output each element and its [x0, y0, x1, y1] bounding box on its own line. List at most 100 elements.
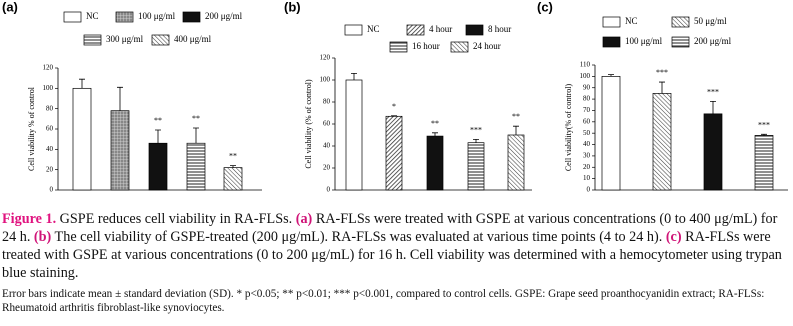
y-tick-label: 60 [46, 125, 54, 133]
panel-label: (a) [2, 0, 18, 15]
caption-panel-ref: (a) [295, 211, 313, 227]
caption-text: RA-FLSs were treated with GSPE at variou… [2, 211, 778, 245]
caption-panel-ref: (c) [665, 229, 682, 245]
figure-notes: Error bars indicate mean ± standard devi… [2, 288, 765, 314]
legend-label: 300 μg/ml [106, 34, 144, 44]
y-axis-label: Cell viability(% of control) [564, 84, 573, 172]
legend-swatch [344, 24, 363, 36]
legend-label: 400 μg/ml [174, 34, 212, 44]
bar [72, 87, 92, 191]
legend-swatch [83, 34, 102, 46]
significance-marker: *** [758, 120, 770, 129]
error-bar [391, 115, 397, 117]
legend-swatch [602, 16, 621, 28]
y-tick-label: 40 [46, 145, 54, 153]
y-tick-label: 110 [580, 61, 591, 69]
significance-marker: *** [656, 68, 668, 77]
y-tick-label: 50 [583, 129, 591, 137]
y-tick-label: 0 [327, 186, 331, 194]
error-bar [230, 165, 236, 168]
figure-caption: Figure 1. GSPE reduces cell viability in… [2, 210, 790, 282]
significance-marker: *** [707, 87, 719, 96]
bar [754, 135, 774, 191]
legend-swatch [450, 41, 469, 53]
caption-text: RA-FLSs were treated with GSPE at variou… [2, 229, 782, 281]
y-tick-label: 10 [583, 174, 591, 182]
legend-swatch [671, 36, 690, 48]
error-bar [659, 81, 665, 94]
y-axis-label: Cell viability (% of control) [304, 79, 313, 169]
y-tick-label: 90 [583, 83, 591, 91]
legend-swatch [602, 36, 621, 48]
y-tick-label: 120 [320, 54, 331, 62]
y-tick-label: 0 [587, 186, 591, 194]
error-bar [155, 129, 161, 144]
legend-label: 100 μg/ml [625, 36, 663, 46]
figure-panels: (a) Cell viability % of control 0 20 40 60 80 1… [2, 0, 788, 194]
error-bar [761, 133, 767, 136]
y-tick-label: 80 [323, 98, 331, 106]
error-bar [608, 74, 614, 77]
y-tick-label: 30 [583, 152, 591, 160]
error-bar [117, 86, 123, 111]
caption-panel-ref: (b) [33, 229, 52, 245]
bar [223, 167, 243, 191]
y-tick-label: 40 [323, 142, 331, 150]
bar [652, 93, 672, 191]
legend-label: 4 hour [429, 24, 452, 34]
bar [186, 142, 206, 191]
legend-label: 24 hour [473, 41, 501, 51]
significance-marker: ** [512, 112, 520, 121]
bar [385, 115, 403, 191]
y-tick-label: 120 [43, 64, 54, 72]
significance-marker: ** [431, 119, 439, 128]
legend-swatch [115, 11, 134, 23]
significance-marker: ** [154, 116, 162, 125]
bar [110, 110, 130, 191]
y-tick-label: 60 [323, 120, 331, 128]
significance-marker: * [392, 102, 396, 111]
y-tick-label: 100 [580, 72, 591, 80]
error-bar [432, 132, 438, 137]
legend-swatch [63, 11, 82, 23]
y-tick-label: 40 [583, 140, 591, 148]
y-tick-label: 0 [50, 186, 54, 194]
y-tick-label: 20 [46, 165, 54, 173]
y-tick-label: 80 [46, 104, 54, 112]
legend-swatch [151, 34, 170, 46]
y-tick-label: 100 [320, 76, 331, 84]
y-tick-label: 100 [43, 84, 54, 92]
significance-marker: *** [470, 125, 482, 134]
error-bar [79, 78, 85, 89]
bar [703, 113, 723, 191]
bar [426, 135, 444, 191]
legend-label: 8 hour [488, 24, 511, 34]
legend-swatch [465, 24, 484, 36]
error-bar [513, 125, 519, 135]
significance-marker: ** [192, 114, 200, 123]
legend-label: NC [367, 24, 380, 34]
panel-label: (c) [537, 0, 553, 15]
error-bar [193, 127, 199, 144]
legend-label: 200 μg/ml [694, 36, 732, 46]
error-bar [473, 139, 479, 143]
bar [148, 142, 168, 191]
y-tick-label: 70 [583, 106, 591, 114]
significance-marker: ** [229, 152, 237, 161]
y-tick-label: 80 [583, 95, 591, 103]
legend-swatch [182, 11, 201, 23]
bar [601, 76, 621, 191]
legend-label: NC [86, 11, 99, 21]
legend-label: 200 μg/ml [205, 11, 243, 21]
legend-label: 16 hour [412, 41, 440, 51]
bar [345, 79, 363, 191]
figure-label: Figure 1. [2, 211, 57, 227]
y-tick-label: 60 [583, 117, 591, 125]
y-axis-label: Cell viability % of control [27, 86, 36, 171]
legend-label: NC [625, 16, 638, 26]
error-bar [351, 73, 357, 80]
legend-label: 50 μg/ml [694, 16, 727, 26]
legend-swatch [389, 41, 408, 53]
legend-label: 100 μg/ml [138, 11, 176, 21]
